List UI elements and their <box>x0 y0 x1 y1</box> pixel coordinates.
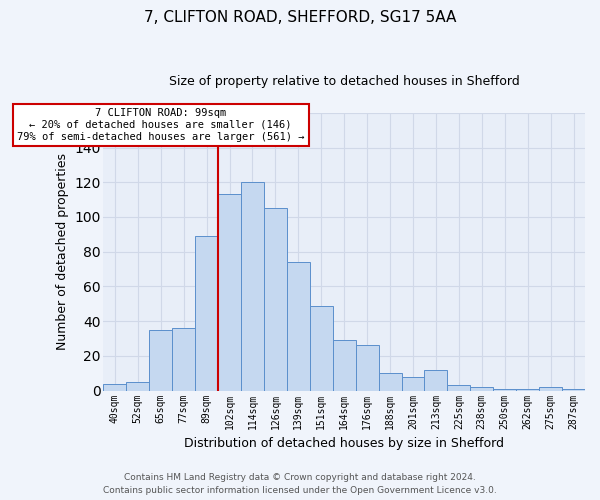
Bar <box>401 376 424 390</box>
Bar <box>539 387 562 390</box>
Text: Contains HM Land Registry data © Crown copyright and database right 2024.
Contai: Contains HM Land Registry data © Crown c… <box>103 474 497 495</box>
Bar <box>310 306 333 390</box>
Bar <box>356 346 379 391</box>
Bar <box>493 389 516 390</box>
Text: 7, CLIFTON ROAD, SHEFFORD, SG17 5AA: 7, CLIFTON ROAD, SHEFFORD, SG17 5AA <box>144 10 456 25</box>
Bar <box>195 236 218 390</box>
Bar <box>516 389 539 390</box>
Bar <box>172 328 195 390</box>
Bar <box>448 386 470 390</box>
Y-axis label: Number of detached properties: Number of detached properties <box>56 153 68 350</box>
Bar <box>264 208 287 390</box>
Bar <box>562 389 585 390</box>
Bar <box>103 384 127 390</box>
Bar <box>218 194 241 390</box>
Bar <box>287 262 310 390</box>
Title: Size of property relative to detached houses in Shefford: Size of property relative to detached ho… <box>169 75 520 88</box>
Text: 7 CLIFTON ROAD: 99sqm
← 20% of detached houses are smaller (146)
79% of semi-det: 7 CLIFTON ROAD: 99sqm ← 20% of detached … <box>17 108 304 142</box>
X-axis label: Distribution of detached houses by size in Shefford: Distribution of detached houses by size … <box>184 437 504 450</box>
Bar <box>241 182 264 390</box>
Bar <box>424 370 448 390</box>
Bar <box>379 374 401 390</box>
Bar <box>127 382 149 390</box>
Bar <box>470 387 493 390</box>
Bar <box>149 330 172 390</box>
Bar <box>333 340 356 390</box>
